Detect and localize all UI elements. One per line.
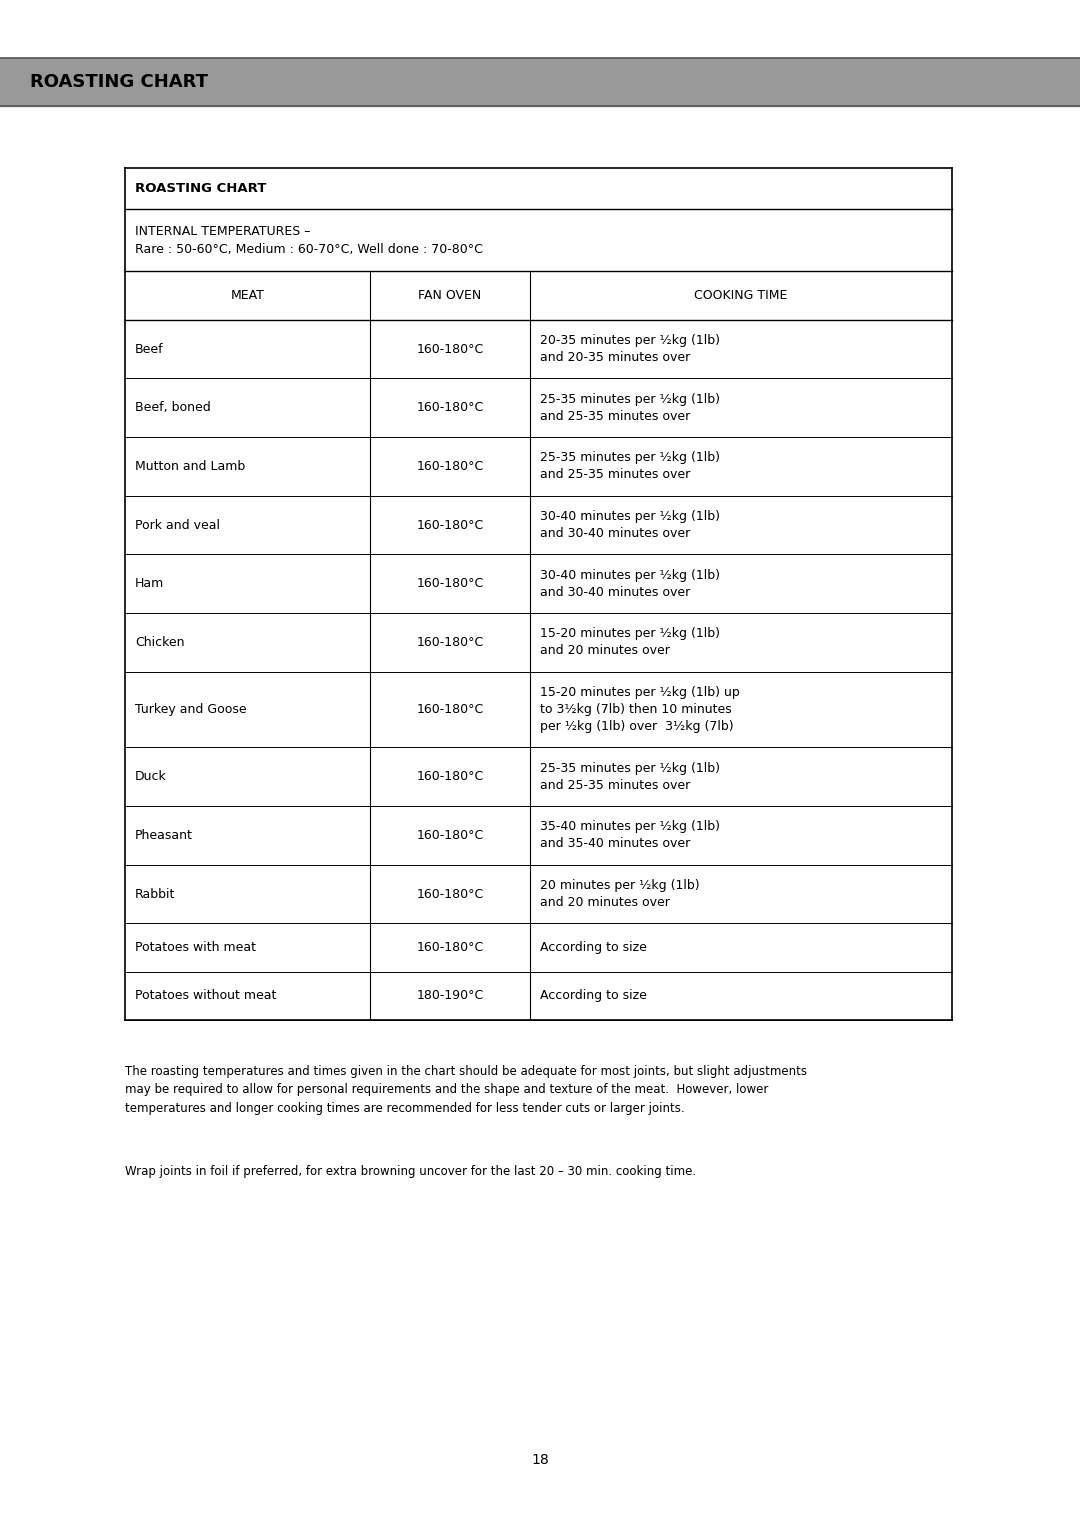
Text: 15-20 minutes per ½kg (1lb) up
to 3½kg (7lb) then 10 minutes
per ½kg (1lb) over : 15-20 minutes per ½kg (1lb) up to 3½kg (… [540, 686, 740, 733]
Text: 30-40 minutes per ½kg (1lb)
and 30-40 minutes over: 30-40 minutes per ½kg (1lb) and 30-40 mi… [540, 510, 720, 539]
Text: The roasting temperatures and times given in the chart should be adequate for mo: The roasting temperatures and times give… [125, 1065, 807, 1115]
Text: ROASTING CHART: ROASTING CHART [30, 73, 208, 92]
Text: Potatoes without meat: Potatoes without meat [135, 989, 276, 1002]
Text: Pheasant: Pheasant [135, 830, 193, 842]
Text: 160-180°C: 160-180°C [417, 941, 484, 953]
Text: 160-180°C: 160-180°C [417, 888, 484, 900]
Text: Chicken: Chicken [135, 636, 185, 649]
Text: 160-180°C: 160-180°C [417, 518, 484, 532]
Text: 20-35 minutes per ½kg (1lb)
and 20-35 minutes over: 20-35 minutes per ½kg (1lb) and 20-35 mi… [540, 335, 720, 364]
Text: 160-180°C: 160-180°C [417, 830, 484, 842]
Text: 160-180°C: 160-180°C [417, 460, 484, 472]
Text: 160-180°C: 160-180°C [417, 402, 484, 414]
Text: FAN OVEN: FAN OVEN [418, 289, 482, 303]
Text: 160-180°C: 160-180°C [417, 578, 484, 590]
Text: According to size: According to size [540, 989, 647, 1002]
Text: 25-35 minutes per ½kg (1lb)
and 25-35 minutes over: 25-35 minutes per ½kg (1lb) and 25-35 mi… [540, 451, 720, 481]
Text: Mutton and Lamb: Mutton and Lamb [135, 460, 245, 472]
Text: COOKING TIME: COOKING TIME [694, 289, 787, 303]
Text: 160-180°C: 160-180°C [417, 636, 484, 649]
Text: 25-35 minutes per ½kg (1lb)
and 25-35 minutes over: 25-35 minutes per ½kg (1lb) and 25-35 mi… [540, 393, 720, 423]
Text: Ham: Ham [135, 578, 164, 590]
Text: Rabbit: Rabbit [135, 888, 175, 900]
Text: 160-180°C: 160-180°C [417, 770, 484, 784]
Text: Beef: Beef [135, 342, 164, 356]
Text: Wrap joints in foil if preferred, for extra browning uncover for the last 20 – 3: Wrap joints in foil if preferred, for ex… [125, 1164, 697, 1178]
Text: 160-180°C: 160-180°C [417, 703, 484, 717]
Text: INTERNAL TEMPERATURES –
Rare : 50-60°C, Medium : 60-70°C, Well done : 70-80°C: INTERNAL TEMPERATURES – Rare : 50-60°C, … [135, 225, 483, 255]
Text: 35-40 minutes per ½kg (1lb)
and 35-40 minutes over: 35-40 minutes per ½kg (1lb) and 35-40 mi… [540, 821, 720, 851]
Text: 15-20 minutes per ½kg (1lb)
and 20 minutes over: 15-20 minutes per ½kg (1lb) and 20 minut… [540, 628, 720, 657]
Text: Potatoes with meat: Potatoes with meat [135, 941, 256, 953]
Text: 180-190°C: 180-190°C [417, 989, 484, 1002]
Text: 20 minutes per ½kg (1lb)
and 20 minutes over: 20 minutes per ½kg (1lb) and 20 minutes … [540, 879, 700, 909]
Text: 30-40 minutes per ½kg (1lb)
and 30-40 minutes over: 30-40 minutes per ½kg (1lb) and 30-40 mi… [540, 568, 720, 599]
Text: According to size: According to size [540, 941, 647, 953]
Text: 160-180°C: 160-180°C [417, 342, 484, 356]
Text: MEAT: MEAT [230, 289, 265, 303]
Text: 25-35 minutes per ½kg (1lb)
and 25-35 minutes over: 25-35 minutes per ½kg (1lb) and 25-35 mi… [540, 762, 720, 792]
Text: 18: 18 [531, 1453, 549, 1467]
Text: ROASTING CHART: ROASTING CHART [135, 182, 267, 196]
Text: Duck: Duck [135, 770, 166, 784]
Text: Beef, boned: Beef, boned [135, 402, 211, 414]
Bar [0, 58, 1080, 105]
Text: Turkey and Goose: Turkey and Goose [135, 703, 246, 717]
Text: Pork and veal: Pork and veal [135, 518, 220, 532]
